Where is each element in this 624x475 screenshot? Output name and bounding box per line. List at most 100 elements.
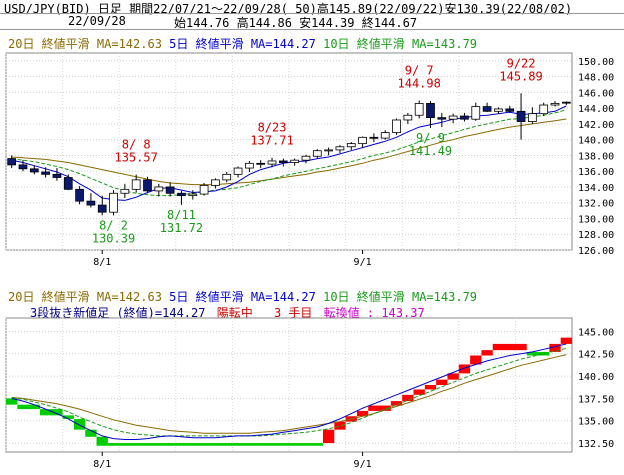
candle-body (75, 188, 84, 202)
brick (413, 389, 425, 395)
candle-body (369, 136, 379, 139)
legend-ma5: 5日 終値平滑 MA=144.27 (169, 37, 316, 51)
y-tick-label: 126.00 (578, 246, 614, 257)
candle-body (290, 159, 300, 163)
candle-body (86, 200, 96, 206)
y-tick-label: 142.00 (578, 120, 614, 131)
extreme-label: 144.98 (398, 76, 441, 90)
candle-body (403, 114, 413, 121)
brick (368, 405, 391, 411)
extreme-label: 8/ 2 (99, 218, 128, 232)
y-tick-label: 134.00 (578, 183, 614, 194)
candle-body (177, 192, 186, 197)
candle-body (278, 160, 288, 163)
extreme-label: 8/11 (167, 208, 196, 222)
candle-body (482, 106, 492, 112)
candle-body (109, 192, 118, 213)
candle-body (448, 115, 458, 120)
tlb-count: 3 手目 (273, 306, 313, 320)
extreme-label: 8/23 (258, 121, 287, 135)
candle-body (539, 104, 549, 115)
y-tick-label: 138.00 (578, 151, 614, 162)
y-tick-label: 142.50 (578, 350, 614, 361)
legend-ma10: 10日 終値平滑 MA=143.79 (323, 290, 478, 304)
brick (470, 355, 482, 365)
y-tick-label: 132.50 (578, 439, 614, 450)
candle-body (245, 162, 254, 169)
top-legend: 20日 終値平滑 MA=142.63 5日 終値平滑 MA=144.27 10日… (8, 35, 477, 52)
candle-body (301, 155, 311, 161)
candle-body (528, 113, 537, 122)
candle-body (414, 103, 424, 116)
y-tick-label: 144.00 (578, 104, 614, 115)
candle-body (165, 186, 175, 194)
ma10-line (11, 347, 567, 437)
x-tick-label: 8/1 (93, 459, 111, 470)
ma20-line (11, 354, 567, 434)
header-ohlc: 始144.76 高144.86 安144.39 終144.67 (174, 16, 418, 30)
brick (549, 343, 561, 352)
brick (96, 436, 108, 446)
brick (402, 394, 414, 402)
candle-body (392, 119, 401, 133)
ma5-line (11, 105, 567, 201)
y-tick-label: 140.00 (578, 136, 614, 147)
brick (39, 409, 63, 416)
extreme-label: 8/ 8 (122, 138, 151, 152)
brick (526, 351, 550, 356)
candle-body (222, 173, 232, 181)
candle-body (63, 177, 73, 190)
candle-body (494, 108, 503, 112)
candle-body (143, 179, 152, 192)
brick (85, 429, 97, 437)
brick (107, 443, 323, 446)
candle-body (188, 193, 198, 197)
brick (356, 410, 369, 417)
bottom-legend: 20日 終値平滑 MA=142.63 5日 終値平滑 MA=144.27 10日… (8, 288, 477, 305)
y-tick-label: 137.50 (578, 394, 614, 405)
candle-body (312, 150, 322, 157)
candle-body (131, 179, 141, 190)
candle-body (41, 171, 50, 175)
candle-body (516, 110, 526, 122)
brick (390, 401, 403, 406)
candle-body (358, 136, 367, 145)
brick (6, 398, 18, 405)
extreme-label: 130.39 (92, 231, 135, 245)
brick (447, 373, 459, 380)
candle-body (324, 149, 333, 152)
brick (560, 337, 572, 344)
legend-ma5: 5日 終値平滑 MA=144.27 (169, 290, 316, 304)
brick (62, 415, 74, 419)
brick (334, 421, 346, 430)
ma20-line (11, 118, 567, 186)
plot-frame (5, 52, 573, 251)
legend-ma10: 10日 終値平滑 MA=143.79 (323, 37, 478, 51)
candle-body (380, 132, 390, 139)
brick (492, 343, 527, 351)
y-tick-label: 135.00 (578, 417, 614, 428)
ma5-line (11, 343, 567, 440)
candle-body (550, 103, 560, 106)
tlb-reversal: 転換値 : 143.37 (323, 306, 425, 320)
extreme-label: 135.57 (115, 151, 158, 165)
candle-body (346, 143, 356, 148)
candle-body (18, 164, 28, 170)
candle-body (437, 117, 447, 120)
y-tick-label: 136.00 (578, 167, 614, 178)
candle-body (29, 168, 39, 173)
extreme-label: 137.71 (250, 134, 293, 148)
candle-body (561, 101, 571, 104)
y-tick-label: 140.00 (578, 372, 614, 383)
candle-body (426, 103, 435, 119)
x-tick-label: 8/1 (93, 257, 111, 268)
header-date: 22/09/28 (68, 14, 126, 28)
candle-body (199, 184, 209, 195)
brick (481, 350, 493, 356)
y-tick-label: 146.00 (578, 88, 614, 99)
x-tick-label: 9/1 (354, 459, 372, 470)
y-tick-label: 150.00 (578, 57, 614, 68)
extreme-label: 9/ 9 (416, 131, 445, 145)
extreme-label: 145.89 (499, 69, 542, 83)
tlb-info: 3段抜き新値足 (終値)=144.27 陽転中 3 手目 転換値 : 143.3… (30, 304, 425, 321)
